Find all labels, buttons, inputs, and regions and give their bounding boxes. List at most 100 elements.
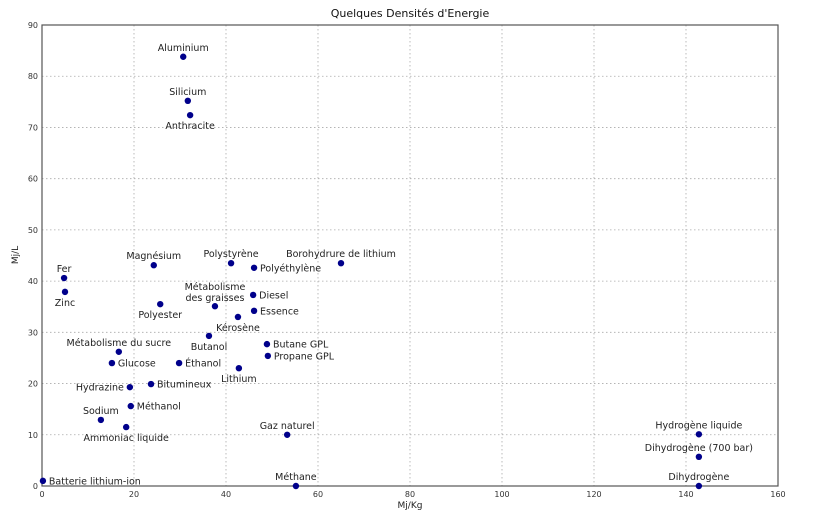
point-marker: [61, 288, 69, 296]
x-tick-label: 140: [678, 490, 693, 499]
data-point: Silicium: [169, 87, 206, 105]
point-marker: [175, 359, 183, 367]
data-point: Hydrazine: [76, 383, 134, 394]
point-marker: [235, 364, 243, 372]
point-label: Méthanol: [137, 402, 181, 413]
point-marker: [337, 259, 345, 267]
point-label: Batterie lithium-ion: [49, 476, 141, 487]
point-label: Sodium: [83, 406, 119, 417]
point-marker: [184, 97, 192, 105]
x-tick-label: 40: [221, 490, 231, 499]
point-label: Fer: [57, 264, 72, 275]
point-label: Aluminium: [158, 43, 209, 54]
point-marker: [264, 352, 272, 360]
data-point: Butanol: [191, 332, 228, 353]
data-point: Essence: [250, 306, 299, 317]
point-marker: [205, 332, 213, 340]
point-label: Hydrogène liquide: [655, 420, 742, 431]
x-tick-label: 80: [405, 490, 415, 499]
point-label: Éthanol: [185, 358, 221, 370]
data-point: Métabolisme du sucre: [67, 338, 172, 355]
point-marker: [695, 482, 703, 490]
point-label: Dihydrogène: [668, 472, 729, 483]
point-marker: [695, 453, 703, 461]
data-point: Éthanol: [175, 358, 221, 370]
point-label: Silicium: [169, 87, 206, 98]
y-tick-label: 10: [28, 431, 38, 440]
x-axis-label: Mj/Kg: [398, 501, 423, 511]
point-label: Ammoniac liquide: [83, 433, 169, 444]
point-label: Magnésium: [126, 251, 181, 262]
data-point: Batterie lithium-ion: [39, 476, 141, 487]
point-marker: [250, 264, 258, 271]
point-marker: [227, 259, 235, 267]
point-label: Glucose: [118, 359, 156, 370]
point-label: Métabolisme des graisses: [185, 282, 246, 304]
point-label: Butanol: [191, 342, 228, 353]
tick-labels: 0 20 40 60 80 100 120 140 160 0 10 20 30 40 50 60 70 80 90: [28, 21, 786, 499]
data-point: Propane GPL: [264, 351, 335, 362]
point-label: Diesel: [259, 290, 288, 301]
point-marker: [60, 274, 68, 282]
point-marker: [108, 359, 116, 367]
data-point: Polyester: [138, 300, 182, 321]
data-point: Métabolisme des graisses: [185, 282, 246, 310]
y-tick-label: 50: [28, 226, 38, 235]
point-marker: [263, 340, 271, 348]
point-label: Lithium: [221, 374, 257, 385]
point-marker: [180, 53, 187, 60]
point-marker: [126, 383, 134, 391]
point-marker: [127, 402, 134, 410]
point-label: Kérosène: [216, 323, 260, 334]
point-label: Dihydrogène (700 bar): [645, 443, 753, 454]
point-label: Gaz naturel: [260, 421, 315, 432]
point-marker: [157, 300, 164, 308]
point-label: Bitumineux: [157, 380, 212, 391]
x-tick-label: 160: [770, 490, 785, 499]
data-point: Méthanol: [127, 402, 181, 413]
data-point: Magnésium: [126, 251, 181, 269]
y-tick-label: 0: [33, 482, 38, 491]
data-points: Aluminium Silicium Anthracite Magnésium Poly…: [39, 43, 753, 490]
point-marker: [147, 380, 155, 388]
plot-frame: [41, 24, 779, 487]
chart-title: Quelques Densités d'Energie: [331, 7, 490, 20]
point-label: Polyéthylène: [260, 263, 321, 274]
data-point: Butane GPL: [263, 340, 329, 351]
y-tick-label: 90: [28, 21, 38, 30]
data-point: Glucose: [108, 359, 156, 370]
data-point: Hydrogène liquide: [655, 420, 742, 438]
point-marker: [234, 313, 242, 321]
y-tick-label: 30: [28, 328, 38, 337]
point-label: Anthracite: [165, 121, 215, 132]
point-marker: [250, 307, 258, 315]
data-point: Polyéthylène: [250, 263, 321, 274]
data-point: Diesel: [249, 290, 288, 301]
data-point: Dihydrogène: [668, 472, 729, 490]
x-tick-label: 120: [586, 490, 601, 499]
x-tick-label: 20: [129, 490, 139, 499]
point-marker: [186, 111, 194, 119]
y-tick-label: 20: [28, 380, 38, 389]
point-marker: [150, 262, 157, 269]
y-tick-label: 80: [28, 72, 38, 81]
point-marker: [122, 423, 130, 431]
y-tick-label: 70: [28, 123, 38, 132]
data-point: Fer: [57, 264, 72, 282]
data-point: Anthracite: [165, 111, 215, 132]
point-marker: [39, 477, 47, 485]
data-point: Gaz naturel: [260, 421, 315, 438]
point-label: Butane GPL: [273, 340, 329, 351]
point-label: Métabolisme du sucre: [67, 338, 172, 349]
y-tick-label: 60: [28, 175, 38, 184]
data-point: Aluminium: [158, 43, 209, 60]
data-point: Zinc: [55, 288, 75, 309]
y-axis-label: Mj/L: [11, 246, 21, 264]
data-point: Méthane: [275, 472, 317, 490]
point-marker: [115, 348, 123, 355]
point-marker: [283, 431, 291, 438]
point-label: Méthane: [275, 472, 317, 483]
point-marker: [97, 416, 105, 424]
y-tick-label: 40: [28, 277, 38, 286]
point-label: Zinc: [55, 298, 75, 309]
